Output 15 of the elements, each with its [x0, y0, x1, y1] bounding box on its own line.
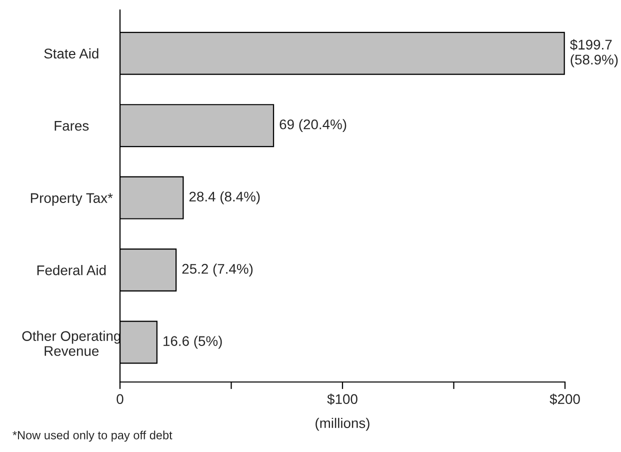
y-tick-label: Property Tax* — [30, 193, 113, 206]
data-label: 25.2 (7.4%) — [182, 264, 253, 277]
y-tick-label: Other Operating Revenue — [22, 330, 120, 356]
data-label: $199.7 (58.9%) — [570, 39, 618, 68]
x-tick-label: 0 — [116, 394, 124, 404]
x-tick-label: $200 — [550, 394, 580, 405]
x-axis-title: (millions) — [316, 418, 370, 431]
text: *Now used only to pay off debt — [12, 430, 172, 442]
y-tick-label: State Aid — [44, 48, 98, 59]
y-tick-label: Federal Aid — [37, 265, 106, 276]
y-tick-label: Fares — [54, 121, 89, 131]
data-label: 28.4 (8.4%) — [189, 191, 260, 204]
data-label: 69 (20.4%) — [280, 119, 346, 132]
data-label: 16.6 (5%) — [164, 336, 222, 349]
x-tick-label: $100 — [327, 394, 358, 405]
